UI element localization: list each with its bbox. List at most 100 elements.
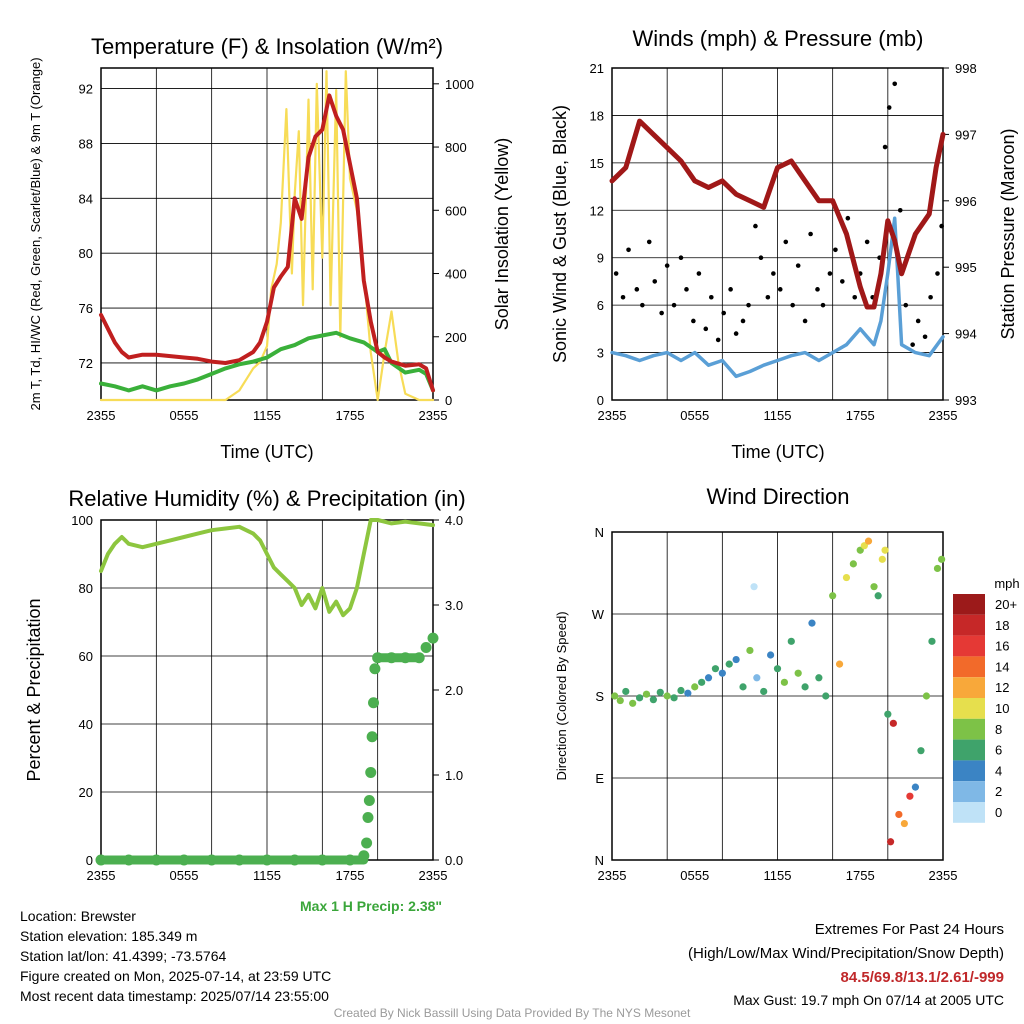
gust-point: [795, 263, 801, 268]
direction-point: [767, 651, 775, 659]
gust-point: [864, 239, 870, 245]
x-tick-label: 0555: [680, 408, 709, 423]
gust-point: [915, 318, 921, 324]
direction-point: [842, 573, 851, 582]
x-tick-label: 2355: [87, 408, 116, 423]
gust-point: [777, 287, 783, 292]
x-tick-label: 2355: [87, 868, 116, 883]
y-tick-label: 12: [590, 203, 604, 218]
gust-point: [765, 294, 771, 300]
legend-label: 8: [995, 722, 1002, 737]
direction-point: [938, 555, 946, 563]
station-info: Location: Brewster Station elevation: 18…: [20, 906, 331, 1006]
extremes-subtitle: (High/Low/Max Wind/Precipitation/Snow De…: [688, 945, 1004, 962]
gust-point: [659, 310, 664, 316]
precip-point: [361, 837, 373, 849]
gust-point: [703, 326, 709, 332]
direction-point: [794, 669, 802, 677]
gust-point: [852, 294, 858, 300]
gust-point: [833, 247, 838, 253]
legend-label: 2: [995, 784, 1002, 799]
legend-swatch: [953, 760, 985, 782]
gust-point: [845, 215, 851, 221]
direction-point: [874, 592, 882, 600]
direction-point: [725, 660, 733, 668]
x-tick-label: 1755: [336, 868, 365, 883]
y-tick-label: 21: [590, 61, 604, 76]
rh-line: [99, 518, 435, 618]
direction-point: [670, 694, 678, 702]
y-right-tick-label: 2.0: [445, 683, 463, 698]
wind-line: [610, 216, 945, 379]
y-right-tick-label: 995: [955, 260, 977, 275]
latlon-text: Station lat/lon: 41.4399; -73.5764: [20, 948, 227, 964]
x-tick-label: 2355: [598, 408, 627, 423]
legend-label: 18: [995, 618, 1009, 633]
y-right-tick-label: 996: [955, 194, 977, 209]
legend-label: 10: [995, 701, 1009, 716]
gust-point: [678, 255, 684, 261]
y-tick-label: 80: [79, 246, 93, 261]
wind-x-axis-label: Time (UTC): [731, 442, 824, 462]
y-tick-label: 3: [597, 346, 604, 361]
y-tick-label: S: [595, 689, 604, 704]
temp-x-axis-label: Time (UTC): [220, 442, 313, 462]
gust-point: [746, 302, 751, 308]
legend-label: 14: [995, 659, 1009, 674]
location-text: Location: Brewster: [20, 908, 136, 924]
gust-point: [922, 334, 928, 340]
gust-point: [652, 279, 658, 284]
gust-point: [728, 287, 733, 292]
y-tick-label: E: [595, 771, 604, 786]
x-tick-label: 2355: [929, 408, 958, 423]
direction-point: [849, 560, 857, 568]
legend-label: 4: [995, 763, 1002, 778]
temp-chart-title: Temperature (F) & Insolation (W/m²): [91, 34, 443, 59]
y-tick-label: 40: [79, 717, 93, 732]
plot-frame: [611, 67, 944, 401]
gust-point: [935, 271, 940, 276]
y-right-tick-label: 993: [955, 393, 977, 408]
precip-point: [368, 697, 380, 709]
y-tick-label: 9: [597, 251, 604, 266]
direction-point: [864, 537, 873, 545]
y-tick-label: 76: [79, 301, 93, 316]
direction-point: [928, 637, 936, 645]
wind-y-axis-label: Sonic Wind & Gust (Blue, Black): [550, 105, 570, 363]
gust-point: [758, 255, 764, 261]
direction-point: [691, 683, 699, 691]
legend-label: 12: [995, 680, 1009, 695]
direction-point: [886, 838, 895, 846]
x-tick-label: 1755: [336, 408, 365, 423]
x-tick-label: 0555: [680, 868, 709, 883]
y-right-tick-label: 998: [955, 61, 977, 76]
direction-point: [917, 747, 925, 755]
max-precip-note: Max 1 H Precip: 2.38": [300, 898, 443, 914]
gust-point: [740, 318, 746, 324]
direction-point: [746, 646, 754, 655]
direction-point: [829, 592, 837, 600]
y-right-tick-label: 400: [445, 267, 467, 282]
y-right-tick-label: 1.0: [445, 768, 463, 783]
gust-point: [626, 247, 631, 253]
legend-swatch: [953, 677, 985, 698]
gust-point: [897, 207, 903, 213]
gust-point: [640, 302, 645, 308]
y-tick-label: 92: [79, 82, 93, 97]
gust-point: [840, 279, 845, 284]
direction-point: [616, 696, 624, 705]
gust-point: [646, 239, 652, 245]
direction-point: [750, 583, 758, 591]
direction-point: [753, 674, 761, 682]
direction-point: [801, 683, 809, 691]
direction-point: [611, 692, 619, 700]
y-right-tick-label: 200: [445, 330, 467, 345]
direction-point: [642, 690, 651, 698]
legend-swatch: [953, 614, 985, 636]
x-tick-label: 0555: [170, 868, 199, 883]
direction-point: [656, 688, 664, 696]
pressure-y-axis-label: Station Pressure (Maroon): [998, 128, 1018, 339]
y-tick-label: 84: [79, 191, 93, 206]
y-tick-label: 0: [597, 393, 604, 408]
direction-point: [760, 687, 768, 696]
